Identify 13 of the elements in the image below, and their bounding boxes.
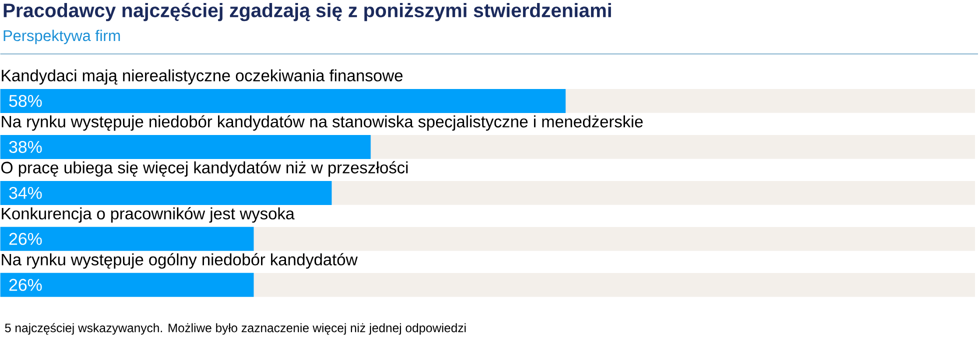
data-label: 34%	[9, 186, 42, 199]
y-tick-label: Na rynku występuje ogólny niedobór kandydatów	[2, 253, 358, 269]
data-label: 38%	[9, 141, 42, 154]
chart-subtitle: Perspektywa firm	[4, 30, 120, 44]
y-tick-label: Konkurencja o pracowników jest wysoka	[2, 207, 295, 223]
y-tick-label: Na rynku występuje niedobór kandydatów na stanowiska specjalistyczne i menedżerskie	[2, 115, 643, 131]
chart-title: Pracodawcy najczęściej zgadzają się z poniższymi stwierdzeniami	[4, 2, 611, 22]
text: 5 najczęściej wskazywanych. Możliwe było zaznaczenie więcej niż jednej odpowiedzi	[4, 323, 466, 335]
data-label: 26%	[9, 232, 42, 245]
data-label: 26%	[9, 278, 42, 291]
data-label: 58%	[9, 95, 42, 108]
y-tick-label: Kandydaci mają nierealistyczne oczekiwania finansowe	[2, 69, 403, 85]
y-tick-label: O pracę ubiega się więcej kandydatów niż w przeszłości	[1, 161, 408, 177]
